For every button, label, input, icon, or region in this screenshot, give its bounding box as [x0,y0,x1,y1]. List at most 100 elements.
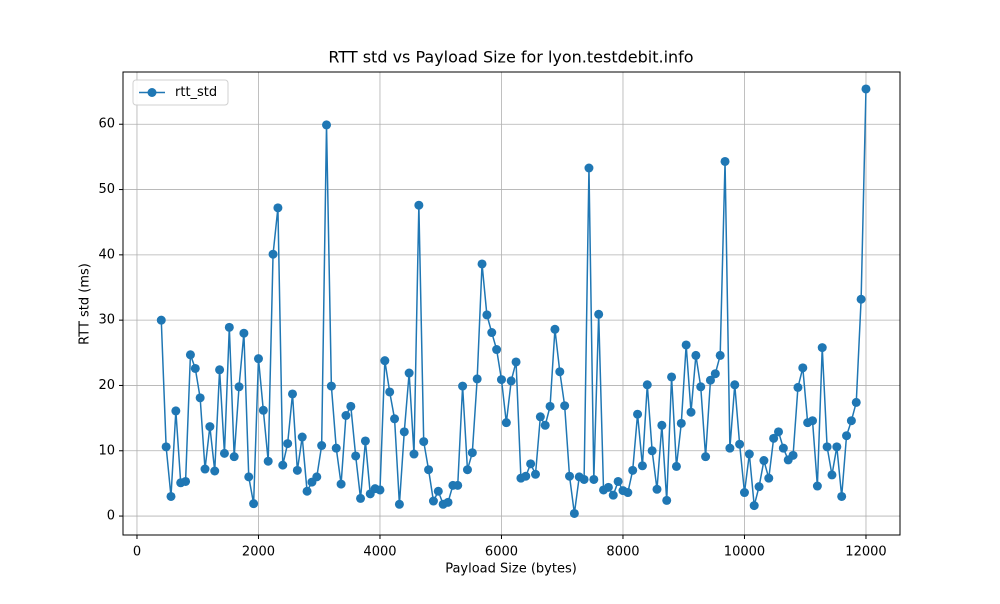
data-point [526,459,536,469]
y-axis-label: RTT std (ms) [78,263,93,345]
data-point [341,410,351,420]
data-point [467,448,477,458]
data-point [667,372,677,382]
data-point [312,472,322,482]
data-point [424,465,434,475]
data-point [292,465,302,475]
data-point [317,441,327,451]
data-point [190,363,200,373]
data-point [642,380,652,390]
data-point [744,449,754,459]
data-point [584,163,594,173]
data-point [681,340,691,350]
data-point [492,345,502,355]
data-point [861,84,871,94]
data-point [827,470,837,480]
data-point [419,437,429,447]
data-point [409,449,419,459]
data-point [268,249,278,259]
data-point [759,456,769,466]
data-point [730,380,740,390]
data-point [720,156,730,166]
x-tick-label: 8000 [606,545,639,560]
data-point [195,393,205,403]
data-point [832,442,842,452]
data-point [530,469,540,479]
data-point [249,499,259,509]
data-point [273,203,283,213]
data-point [808,416,818,426]
data-point [511,357,521,367]
data-point [297,432,307,442]
plot-frame [122,71,901,536]
data-point [856,294,866,304]
data-point [487,328,497,338]
data-point [545,401,555,411]
legend-marker [147,88,157,97]
x-tick-label: 4000 [363,545,396,560]
data-point [749,501,759,511]
data-point [754,482,764,492]
data-point [565,471,575,481]
y-tick-label: 60 [98,117,115,132]
data-point [788,450,798,460]
data-point [234,382,244,392]
data-point [161,442,171,452]
data-point [701,452,711,462]
data-point [812,481,822,491]
data-point [696,382,706,392]
data-point [322,120,332,130]
data-point [462,465,472,475]
data-point [244,472,254,482]
data-point [793,382,803,392]
data-point [205,422,215,432]
data-point [302,486,312,496]
data-point [331,443,341,453]
data-point [608,490,618,500]
data-point [560,401,570,411]
data-point [773,427,783,437]
data-point [676,418,686,428]
data-point [652,484,662,494]
data-point [185,350,195,360]
y-tick-label: 30 [98,313,115,328]
data-point [375,485,385,495]
data-point [535,412,545,422]
data-point [433,486,443,496]
data-point [550,324,560,334]
data-point [258,405,268,415]
data-point [428,496,438,506]
data-point [360,436,370,446]
data-point [263,456,273,466]
data-point [458,381,468,391]
x-tick-label: 0 [133,545,141,560]
x-axis-label: Payload Size (bytes) [445,562,577,577]
data-point [657,420,667,430]
x-tick-label: 6000 [485,545,518,560]
data-point [691,350,701,360]
data-point [477,259,487,269]
data-point [506,376,516,386]
data-point [239,328,249,338]
data-point [842,431,852,441]
y-tick-label: 20 [98,378,115,393]
data-point [637,461,647,471]
y-tick-label: 50 [98,182,115,197]
data-point [764,473,774,483]
data-point [229,452,239,462]
data-point [215,365,225,375]
data-point [671,461,681,471]
data-point [662,495,672,505]
y-tick-label: 0 [107,509,115,524]
x-tick-label: 12000 [845,545,886,560]
data-point [356,493,366,503]
data-point [200,464,210,474]
data-point [686,407,696,417]
data-point [278,460,288,470]
data-point [443,497,453,507]
data-point [555,367,565,377]
data-point [623,488,633,498]
data-point [613,476,623,486]
legend-box [132,79,229,106]
